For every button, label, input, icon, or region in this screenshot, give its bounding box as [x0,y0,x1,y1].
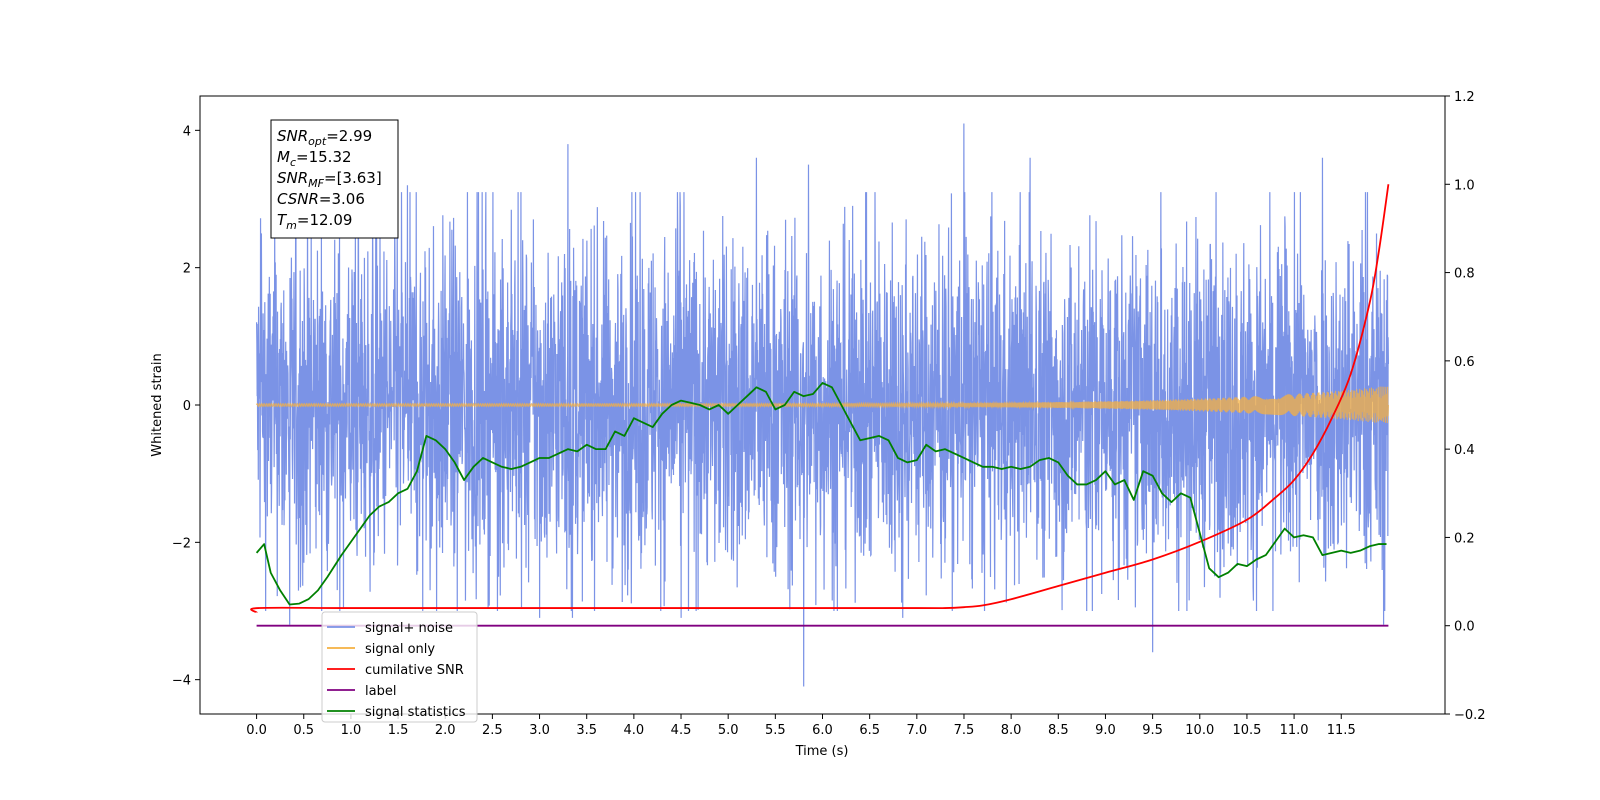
y-right-tick-label: 0.4 [1454,443,1475,458]
series-signal-noise-line [255,123,1390,687]
legend-label: label [365,684,396,699]
x-tick-label: 5.5 [765,723,786,738]
x-tick-label: 7.5 [954,723,975,738]
y-right-tick-label: 0.2 [1454,531,1475,546]
x-tick-label: 7.0 [906,723,927,738]
series-cumulative-snr-line [250,184,1390,614]
info-box: SNRopt=2.99Mc=15.32SNRMF=[3.63]CSNR=3.06… [270,119,399,239]
x-tick-label: 6.0 [812,723,833,738]
info-box-line: SNRopt=2.99 [277,127,372,148]
x-axis: 0.0 0.5 1.0 1.5 2.0 2.5 3.0 3.5 4.0 4.5 5.0 5.5 6.0 6… [246,714,1356,738]
y-axis-right: −0.2 0.0 0.2 0.4 0.6 0.8 1.0 1.2 [1445,90,1486,723]
legend-label: cumilative SNR [365,663,464,678]
y-left-tick-label: −4 [172,674,191,689]
legend: signal+ noise signal only cumilative SNR la… [321,611,478,723]
x-tick-label: 0.5 [293,723,314,738]
legend-frame [321,611,478,723]
x-tick-label: 4.5 [671,723,692,738]
x-tick-label: 9.5 [1142,723,1163,738]
y-left-tick-label: 4 [183,124,191,139]
x-tick-label: 8.5 [1048,723,1069,738]
x-tick-label: 11.0 [1280,723,1309,738]
x-tick-label: 1.5 [388,723,409,738]
legend-label: signal+ noise [365,621,453,636]
y-left-tick-label: 2 [183,262,191,277]
info-box-line: Tm=12.09 [277,211,352,232]
x-tick-label: 4.0 [624,723,645,738]
x-axis-label: Time (s) [795,744,849,759]
y-right-tick-label: −0.2 [1454,708,1486,723]
y-right-tick-label: 1.2 [1454,90,1475,105]
y-right-tick-label: 1.0 [1454,178,1475,193]
x-tick-label: 1.0 [341,723,362,738]
x-tick-label: 8.0 [1001,723,1022,738]
x-tick-label: 6.5 [859,723,880,738]
legend-label: signal statistics [365,705,466,720]
x-tick-label: 11.5 [1327,723,1356,738]
x-tick-label: 0.0 [246,723,267,738]
y-axis-left: −4 −2 0 2 4 [172,124,200,689]
info-box-line: Mc=15.32 [277,148,352,169]
info-box-line: CSNR=3.06 [277,190,365,208]
x-tick-label: 10.0 [1185,723,1214,738]
x-tick-label: 3.0 [529,723,550,738]
y-axis-label-left: Whitened strain [150,353,165,456]
x-tick-label: 9.0 [1095,723,1116,738]
x-tick-label: 2.5 [482,723,503,738]
series-signal-only-line [256,386,1390,424]
x-tick-label: 10.5 [1232,723,1261,738]
series-signal-statistics-line [255,382,1387,606]
y-right-tick-label: 0.0 [1454,620,1475,635]
y-right-tick-label: 0.8 [1454,267,1475,282]
x-tick-label: 5.0 [718,723,739,738]
y-left-tick-label: 0 [183,399,191,414]
x-tick-label: 2.0 [435,723,456,738]
x-tick-label: 3.5 [576,723,597,738]
y-right-tick-label: 0.6 [1454,355,1475,370]
info-box-frame [270,119,399,239]
y-left-tick-label: −2 [172,536,191,551]
legend-label: signal only [365,642,435,657]
info-box-line: SNRMF=[3.63] [277,169,382,190]
